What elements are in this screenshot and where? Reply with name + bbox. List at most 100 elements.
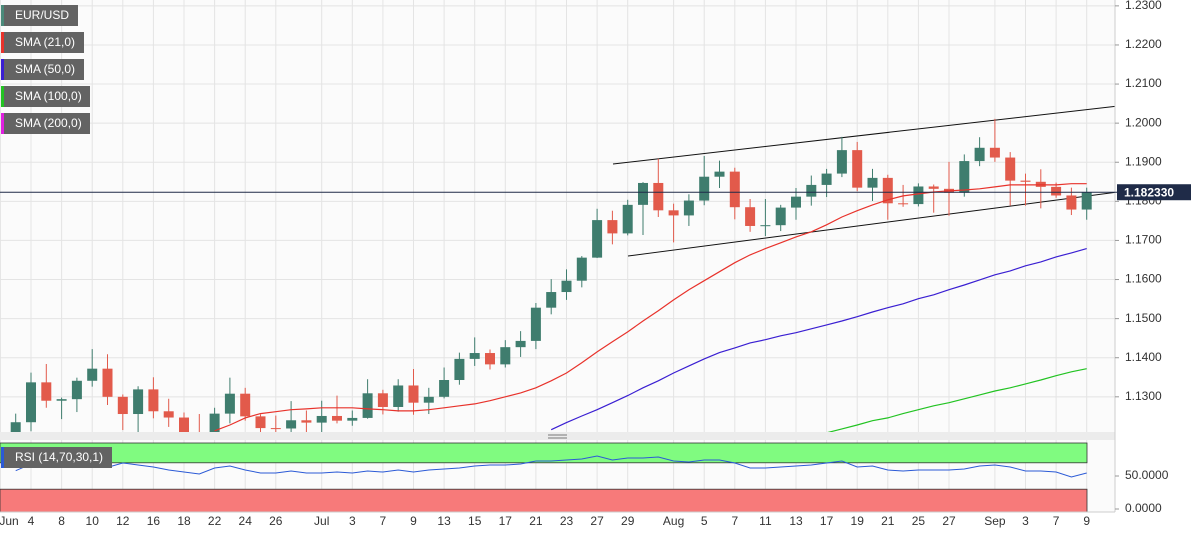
x-tick-label: 3 — [1022, 514, 1029, 528]
rsi-plot — [0, 442, 1088, 512]
x-tick-label: 17 — [499, 514, 513, 528]
candle-body — [653, 182, 664, 211]
candle-body — [316, 415, 327, 423]
legend-swatch — [1, 32, 4, 53]
legend-label: EUR/USD — [15, 8, 69, 22]
x-tick-label: 26 — [269, 514, 283, 528]
candle-body — [56, 399, 67, 401]
legend-label: SMA (200,0) — [15, 116, 82, 130]
y-tick-label: 1.2100 — [1125, 76, 1162, 90]
candle-body — [745, 207, 756, 226]
candle-body — [821, 173, 832, 185]
x-tick-label: 27 — [942, 514, 956, 528]
rsi-legend-box — [1, 447, 112, 468]
candle-body — [1081, 192, 1092, 210]
x-tick-label: 24 — [239, 514, 253, 528]
legend-box — [1, 59, 84, 80]
candle-body — [729, 171, 740, 208]
legend-swatch — [1, 113, 4, 134]
candle-body — [41, 382, 52, 401]
legend-swatch — [1, 86, 4, 107]
oversold-zone — [0, 488, 1088, 512]
overbought-zone — [0, 442, 1088, 464]
rsi-line — [15, 455, 1087, 478]
candle-body — [760, 225, 771, 227]
candle-body — [87, 368, 98, 381]
legend-box — [1, 32, 84, 53]
candle-body — [500, 347, 511, 365]
candle-body — [791, 196, 801, 208]
x-tick-label: 5 — [701, 514, 708, 528]
rsi-legend-swatch — [1, 447, 4, 468]
legend-box — [1, 5, 78, 26]
x-tick-label: 9 — [410, 514, 417, 528]
candle-body — [561, 280, 572, 293]
candle-body — [928, 186, 939, 189]
x-tick-label: 13 — [437, 514, 451, 528]
rsi-tick-label: 50.0000 — [1125, 468, 1169, 482]
x-tick-label: 7 — [380, 514, 387, 528]
candle-body — [1005, 157, 1016, 181]
candle-body — [485, 353, 495, 365]
y-tick-label: 1.2200 — [1125, 37, 1162, 51]
candle-body — [163, 411, 174, 418]
legend-label: SMA (50,0) — [15, 62, 75, 76]
candle-body — [347, 417, 358, 421]
candle-body — [683, 200, 694, 216]
candle-body — [530, 307, 541, 341]
last-price-label: 1.182330 — [1124, 185, 1174, 199]
panel-separator — [0, 432, 1115, 440]
candle-body — [362, 393, 373, 418]
candle-body — [913, 186, 924, 205]
candle-body — [117, 396, 128, 415]
channel-lower — [627, 191, 1115, 257]
x-tick-label: 22 — [208, 514, 222, 528]
candle-body — [959, 161, 970, 193]
candle-body — [592, 220, 603, 258]
x-tick-label: Sep — [984, 514, 1006, 528]
legend-swatch — [1, 59, 4, 80]
candle-body — [714, 171, 725, 177]
candle-body — [332, 415, 342, 421]
candle-body — [71, 380, 82, 400]
candle-body — [224, 393, 235, 414]
candle-body — [775, 207, 786, 226]
candle-body — [898, 203, 909, 205]
x-tick-label: 27 — [590, 514, 604, 528]
x-tick-label: 8 — [58, 514, 65, 528]
candle-body — [286, 420, 297, 429]
x-tick-label: 21 — [529, 514, 543, 528]
x-tick-label: 23 — [560, 514, 574, 528]
y-tick-label: 1.1300 — [1125, 389, 1162, 403]
candle-body — [576, 257, 587, 281]
candle-body — [209, 413, 220, 432]
x-tick-label: 21 — [881, 514, 895, 528]
candle-body — [469, 353, 480, 359]
x-tick-label: 18 — [177, 514, 191, 528]
x-tick-label: 25 — [912, 514, 926, 528]
candle-body — [454, 358, 465, 381]
x-tick-label: 9 — [1083, 514, 1090, 528]
channel-upper — [612, 105, 1115, 165]
candle-body — [133, 389, 144, 415]
x-tick-label: Jun — [0, 514, 19, 528]
candle-body — [255, 416, 266, 429]
y-tick-label: 1.2000 — [1125, 115, 1162, 129]
x-tick-label: 10 — [86, 514, 100, 528]
y-tick-label: 1.1600 — [1125, 272, 1162, 286]
candle-body — [607, 220, 618, 234]
candle-body — [179, 417, 189, 432]
x-tick-label: 11 — [759, 514, 772, 528]
candle-body — [1051, 186, 1062, 196]
sma-line — [550, 248, 1087, 431]
candle-body — [867, 177, 878, 188]
y-tick-label: 1.1400 — [1125, 350, 1162, 364]
price-plot — [10, 105, 1115, 432]
x-tick-label: 13 — [789, 514, 803, 528]
candle-body — [10, 422, 21, 432]
candle-body — [1066, 195, 1077, 210]
x-tick-label: 12 — [116, 514, 130, 528]
